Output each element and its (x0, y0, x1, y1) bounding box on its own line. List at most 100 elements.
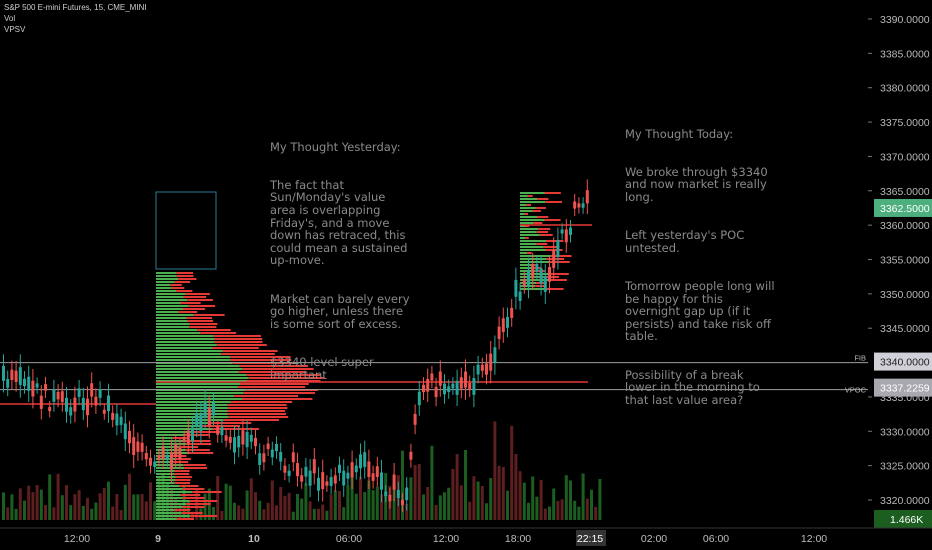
candle-body (489, 353, 493, 371)
profile-bar-down (545, 201, 562, 203)
volume-bar (144, 501, 148, 520)
volume-bar (485, 503, 488, 520)
volume-bar (102, 487, 106, 520)
profile-indicator-label[interactable]: VPSV (4, 25, 26, 34)
profile-bar-down (179, 485, 199, 487)
profile-bar-down (239, 365, 308, 367)
volume-bar (291, 511, 295, 520)
volume-bar (506, 490, 509, 520)
volume-bar (86, 497, 89, 520)
profile-bar-down (242, 398, 313, 400)
candle-body (52, 389, 56, 402)
volume-bar (245, 490, 249, 520)
volume-bar (405, 503, 409, 520)
profile-bar-up (156, 515, 190, 517)
candle-body (493, 347, 497, 363)
profile-bar-up (520, 255, 551, 257)
profile-bar-up (520, 231, 537, 233)
profile-bar-up (156, 404, 228, 406)
profile-bar-up (156, 341, 215, 343)
profile-bar-up (156, 356, 231, 358)
profile-bar-up (520, 243, 537, 245)
candle-body (195, 413, 199, 427)
profile-bar-up (156, 293, 186, 295)
profile-bar-down (238, 371, 307, 373)
profile-bar-up (156, 407, 229, 409)
price-axis-background (868, 0, 932, 550)
vpoc-tag: VPOC (845, 386, 867, 395)
profile-bar-up (156, 320, 188, 322)
candle-body (548, 267, 551, 282)
profile-bar-down (189, 323, 218, 325)
profile-bar-down (187, 452, 214, 454)
candle-body (35, 383, 39, 388)
candle-body (354, 465, 358, 473)
candle-body (405, 487, 409, 501)
volume-bar (94, 502, 98, 520)
note-today-paragraph: Tomorrow people long will be happy for t… (625, 278, 775, 344)
profile-bar-up (156, 398, 242, 400)
profile-bar-up (520, 213, 525, 215)
volume-indicator-label[interactable]: Vol (4, 14, 16, 23)
current-price-label[interactable]: 3362.5000 (880, 203, 930, 215)
profile-bar-up (156, 365, 240, 367)
profile-bar-down (170, 284, 182, 286)
candle-body (178, 447, 182, 460)
candle-body (48, 407, 52, 412)
profile-bar-down (178, 278, 197, 280)
candle-body (401, 499, 404, 506)
volume-bar (254, 492, 257, 520)
candle-body (107, 395, 110, 412)
symbol-title[interactable]: S&P 500 E-mini Futures, 15, CME_MINI (4, 3, 147, 12)
profile-bar-down (200, 332, 237, 334)
candle-body (170, 452, 173, 470)
profile-bar-up (156, 500, 190, 502)
candle-body (249, 434, 253, 442)
volume-bar (573, 500, 577, 520)
profile-bar-down (544, 192, 561, 194)
volume-label[interactable]: 1.466K (890, 514, 923, 526)
candle-body (308, 470, 312, 486)
candle-body (77, 388, 81, 397)
candle-body (514, 279, 518, 297)
note-today-paragraph: Possibility of a break lower in the morn… (625, 367, 760, 407)
profile-bar-up (156, 419, 224, 421)
note-yesterday-paragraph: Market can barely every go higher, unles… (270, 291, 410, 331)
volume-bar (375, 486, 379, 520)
profile-bar-down (535, 207, 546, 209)
vpoc-price-label[interactable]: 3337.2259 (880, 383, 930, 395)
candle-body (161, 446, 165, 459)
volume-bar (560, 499, 564, 520)
profile-bar-up (156, 482, 175, 484)
profile-bar-up (156, 458, 176, 460)
candle-body (338, 464, 341, 473)
profile-bar-down (548, 279, 567, 281)
price-axis[interactable]: 3390.0000 3385.0000 3380.0000 3375.0000 3370… (845, 0, 932, 550)
profile-bar-down (536, 243, 548, 245)
volume-bar (464, 450, 467, 520)
candle-body (149, 457, 152, 466)
volume-bar (233, 502, 236, 520)
profile-bar-up (520, 249, 546, 251)
profile-bar-down (228, 407, 288, 409)
profile-bar-up (156, 383, 240, 385)
volume-bar (317, 508, 320, 520)
candle-body (140, 442, 144, 452)
time-axis[interactable]: 12:00 9 10 06:00 12:00 18:00 22:15 02:00 06:00 12… (0, 527, 932, 550)
volume-bar (594, 507, 598, 520)
candle-body (291, 452, 295, 463)
volume-bar (123, 484, 127, 520)
candle-body (199, 414, 203, 431)
fib-tag: FIB (854, 354, 866, 363)
fib-price-label[interactable]: 3340.0000 (880, 357, 930, 369)
candle-body (342, 470, 346, 486)
profile-bar-up (520, 210, 533, 212)
profile-bar-up (156, 425, 203, 427)
profile-bar-down (187, 299, 213, 301)
profile-bar-up (156, 272, 177, 274)
time-tick-label: 12:00 (64, 533, 90, 545)
profile-bar-up (156, 281, 175, 283)
candle-body (128, 430, 131, 444)
profile-bar-up (520, 216, 537, 218)
